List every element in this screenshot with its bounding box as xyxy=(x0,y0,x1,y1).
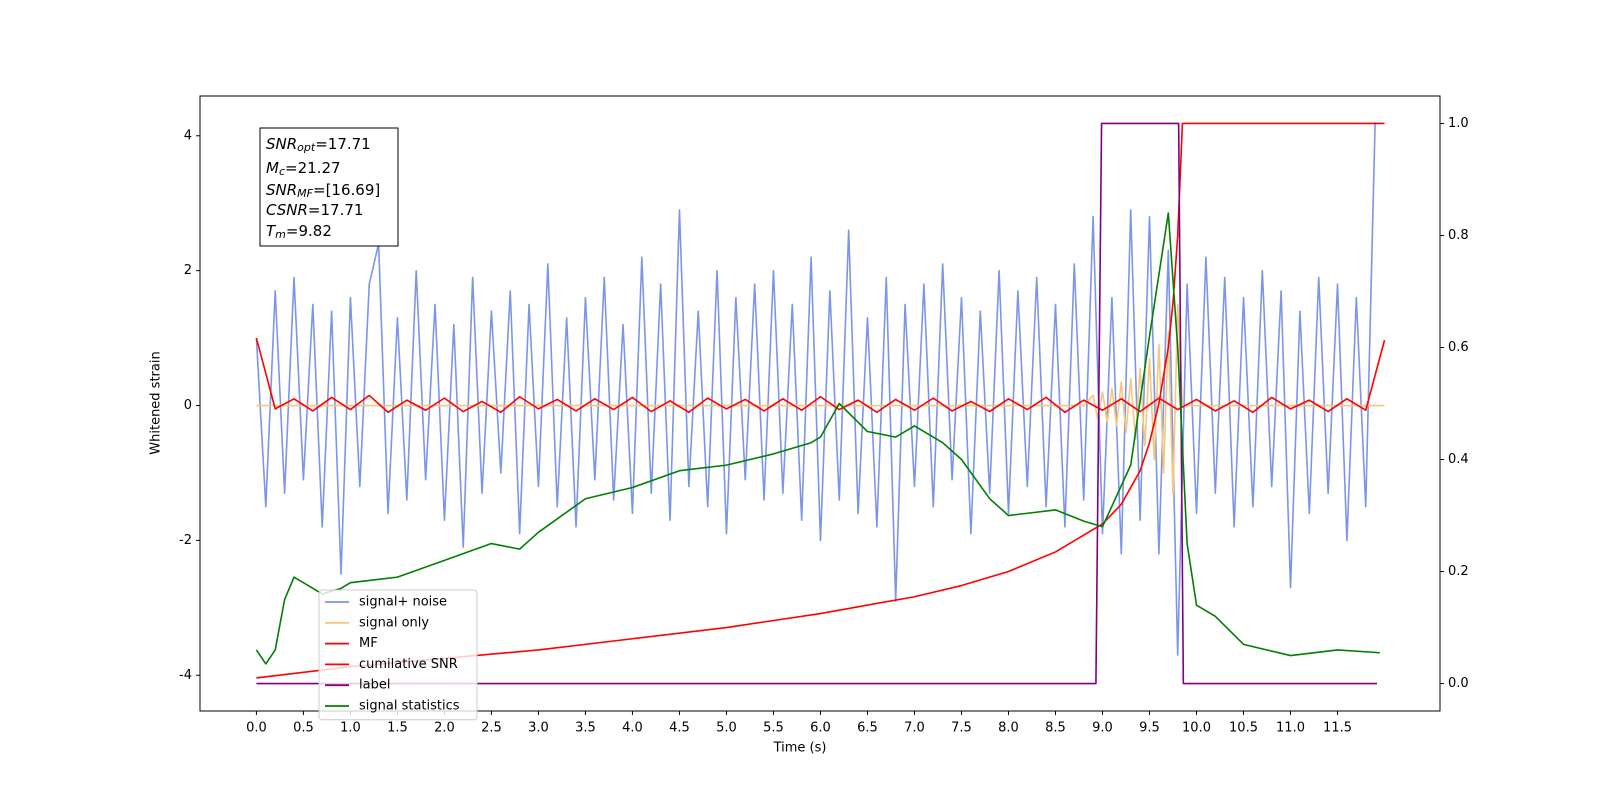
x-tick-label: 3.5 xyxy=(575,721,596,736)
annotation-box xyxy=(259,127,399,247)
annotation-line: SNRMF=[16.69] xyxy=(266,181,380,201)
x-tick-label: 7.0 xyxy=(904,721,925,736)
annotation-value: =17.71 xyxy=(315,135,371,153)
series-line xyxy=(256,303,1385,494)
x-tick-label: 10.0 xyxy=(1182,721,1211,736)
x-tick-label: 9.0 xyxy=(1092,721,1113,736)
y2-tick-label: 0.6 xyxy=(1448,340,1469,355)
x-tick-label: 1.0 xyxy=(340,721,361,736)
x-tick-label: 10.5 xyxy=(1229,721,1258,736)
x-tick-label: 0.5 xyxy=(293,721,314,736)
series-line xyxy=(255,122,1376,656)
x-tick-label: 5.5 xyxy=(763,721,784,736)
legend-label: MF xyxy=(359,636,378,651)
annotation-symbol: SNR xyxy=(266,181,297,199)
y2-tick-label: 0.0 xyxy=(1448,676,1469,691)
y-tick-label: 4 xyxy=(184,128,192,143)
annotation-symbol: CSNR xyxy=(266,201,308,219)
annotation-subscript: m xyxy=(275,228,286,241)
plot-lines xyxy=(255,122,1386,685)
y-tick-label: -4 xyxy=(179,668,192,683)
x-tick-label: 4.5 xyxy=(669,721,690,736)
x-tick-label: 9.5 xyxy=(1139,721,1160,736)
legend-label: signal only xyxy=(359,615,429,630)
series-line xyxy=(255,212,1380,665)
x-tick-label: 8.5 xyxy=(1045,721,1066,736)
y2-tick-label: 1.0 xyxy=(1448,116,1469,131)
annotation-symbol: M xyxy=(266,159,279,177)
y-tick-label: -2 xyxy=(179,533,192,548)
annotation-symbol: T xyxy=(266,222,277,240)
series-line xyxy=(255,337,1386,414)
annotation-line: CSNR=17.71 xyxy=(266,201,363,219)
y-tick-label: 0 xyxy=(184,398,192,413)
annotation-line: SNRopt=17.71 xyxy=(266,135,371,155)
legend-label: signal statistics xyxy=(359,699,460,714)
annotation-value: =21.27 xyxy=(285,159,341,177)
x-tick-label: 2.0 xyxy=(434,721,455,736)
annotation-line: Tm=9.82 xyxy=(266,222,332,242)
annotation-value: =[16.69] xyxy=(313,181,380,199)
annotation-symbol: SNR xyxy=(266,135,297,153)
y2-tick-label: 0.4 xyxy=(1448,452,1469,467)
series-line xyxy=(256,122,1385,679)
x-tick-label: 0.0 xyxy=(246,721,267,736)
annotation-value: =9.82 xyxy=(286,222,332,240)
annotation-subscript: c xyxy=(279,165,285,178)
x-tick-label: 1.5 xyxy=(387,721,408,736)
y-tick-label: 2 xyxy=(184,263,192,278)
x-tick-label: 6.5 xyxy=(857,721,878,736)
x-tick-label: 7.5 xyxy=(951,721,972,736)
y2-tick-label: 0.8 xyxy=(1448,228,1469,243)
x-tick-label: 5.0 xyxy=(716,721,737,736)
x-axis-label: Time (s) xyxy=(773,741,827,756)
plot-frame xyxy=(199,95,1441,712)
x-tick-label: 8.0 xyxy=(998,721,1019,736)
legend-label: label xyxy=(359,678,390,693)
annotation-value: =17.71 xyxy=(308,201,364,219)
annotation-line: Mc=21.27 xyxy=(266,159,341,179)
legend-box xyxy=(318,589,478,721)
x-tick-label: 6.0 xyxy=(810,721,831,736)
x-tick-label: 11.0 xyxy=(1276,721,1305,736)
y-axis-label: Whitened strain xyxy=(149,351,164,454)
legend-label: signal+ noise xyxy=(359,595,447,610)
x-tick-label: 11.5 xyxy=(1323,721,1352,736)
x-tick-label: 4.0 xyxy=(622,721,643,736)
x-tick-label: 3.0 xyxy=(528,721,549,736)
y2-tick-label: 0.2 xyxy=(1448,564,1469,579)
series-line xyxy=(256,122,1378,685)
x-tick-label: 2.5 xyxy=(481,721,502,736)
annotation-subscript: opt xyxy=(297,141,316,154)
annotation-subscript: MF xyxy=(297,187,313,200)
legend-label: cumilative SNR xyxy=(359,657,458,672)
